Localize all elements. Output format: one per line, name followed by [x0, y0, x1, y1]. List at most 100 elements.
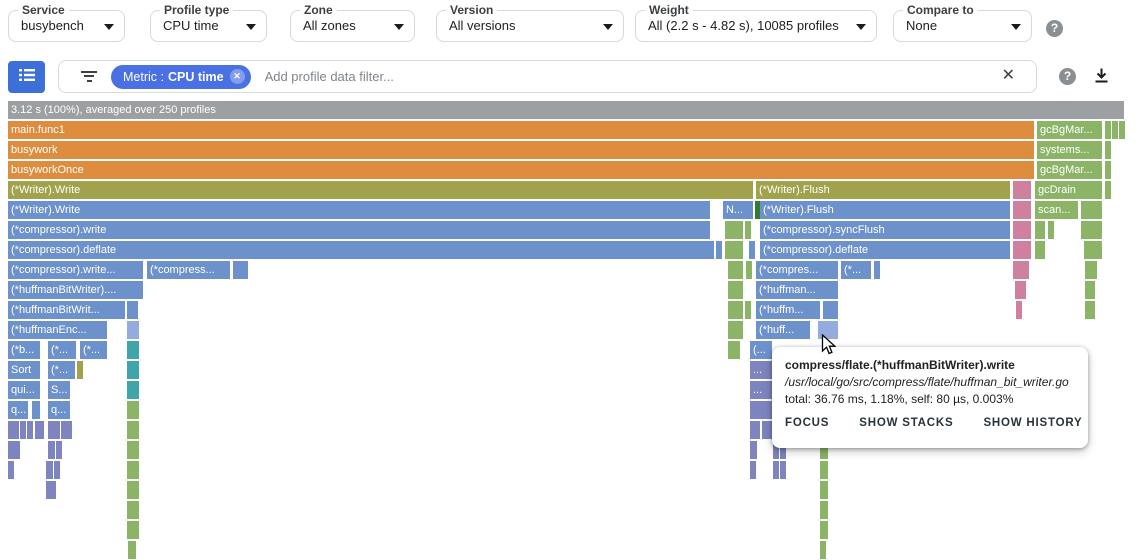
flame-block[interactable]: [56, 441, 62, 459]
flame-block[interactable]: [1105, 161, 1111, 179]
flame-block[interactable]: [1105, 121, 1111, 139]
flame-block[interactable]: [818, 321, 838, 339]
flame-block[interactable]: [27, 421, 33, 439]
flame-block[interactable]: [8, 421, 19, 439]
flame-block[interactable]: [820, 501, 828, 519]
show-history-button[interactable]: SHOW HISTORY: [983, 417, 1083, 429]
flame-block[interactable]: (*compress...: [147, 261, 230, 279]
flame-block[interactable]: gcDrain: [1035, 181, 1102, 199]
flame-block[interactable]: [127, 441, 139, 459]
flame-block[interactable]: [46, 481, 52, 499]
flame-block[interactable]: (*compres...: [756, 261, 838, 279]
flame-block[interactable]: [820, 461, 828, 479]
flame-block[interactable]: [8, 441, 14, 459]
flame-block[interactable]: [762, 421, 772, 439]
dropdown-arrow-icon[interactable]: [104, 24, 114, 35]
flame-block[interactable]: [48, 441, 55, 459]
flame-block[interactable]: [1013, 221, 1031, 239]
select-compare-to[interactable]: Compare to None: [893, 3, 1032, 42]
flame-block[interactable]: [127, 461, 139, 479]
select-version[interactable]: Version All versions: [436, 3, 624, 42]
flame-block[interactable]: ...: [750, 361, 772, 379]
flame-block[interactable]: [1035, 221, 1045, 239]
flame-block[interactable]: [127, 501, 139, 519]
toggle-list-view-button[interactable]: [8, 61, 45, 93]
chip-remove-icon[interactable]: ✕: [229, 69, 245, 84]
flame-block[interactable]: [823, 301, 838, 319]
flame-block[interactable]: (*...: [841, 261, 871, 279]
flame-block[interactable]: (*...: [48, 341, 76, 359]
flame-block[interactable]: [749, 241, 755, 259]
flame-block[interactable]: [1105, 181, 1111, 199]
flame-block[interactable]: [46, 461, 53, 479]
flame-block[interactable]: systems...: [1037, 141, 1102, 159]
flame-block[interactable]: [1013, 181, 1031, 199]
flame-block[interactable]: [725, 241, 743, 259]
flame-block[interactable]: main.func1: [8, 121, 1034, 139]
flame-block[interactable]: [1112, 121, 1118, 139]
flame-block[interactable]: (*compressor).syncFlush: [760, 221, 1010, 239]
flame-block[interactable]: [127, 381, 139, 399]
flame-block[interactable]: [820, 481, 828, 499]
flame-block[interactable]: [127, 481, 139, 499]
flame-block[interactable]: [8, 461, 14, 479]
flame-block[interactable]: [725, 221, 743, 239]
flame-block[interactable]: (*compressor).deflate: [8, 241, 714, 259]
flame-block[interactable]: (*...: [80, 341, 107, 359]
flame-block[interactable]: [1013, 201, 1031, 219]
flame-block[interactable]: [773, 461, 779, 479]
filter-help-icon[interactable]: ?: [1059, 68, 1076, 85]
dropdown-arrow-icon[interactable]: [394, 24, 404, 35]
flame-block[interactable]: Sort: [8, 361, 40, 379]
flame-block[interactable]: [128, 541, 136, 559]
flame-block[interactable]: busyworkOnce: [8, 161, 1034, 179]
flame-block[interactable]: [1016, 301, 1022, 319]
flame-block[interactable]: [1085, 261, 1097, 279]
flame-block[interactable]: [1119, 121, 1125, 139]
flame-block[interactable]: [14, 441, 20, 459]
flame-block[interactable]: (*compressor).write...: [8, 261, 143, 279]
toolbar-help-icon[interactable]: ?: [1046, 20, 1063, 37]
flame-block[interactable]: [746, 261, 752, 279]
flame-block[interactable]: [54, 461, 60, 479]
flame-block[interactable]: [820, 441, 828, 459]
flame-block[interactable]: [1085, 281, 1095, 299]
flame-block[interactable]: (*Writer).Flush: [756, 181, 1010, 199]
metric-filter-chip[interactable]: Metric : CPU time ✕: [111, 64, 251, 89]
flame-block[interactable]: [50, 481, 56, 499]
flame-block[interactable]: [20, 421, 26, 439]
dropdown-arrow-icon[interactable]: [246, 24, 256, 35]
flame-block[interactable]: (...: [750, 341, 772, 359]
flame-block[interactable]: [755, 201, 761, 219]
flame-block[interactable]: busywork: [8, 141, 1034, 159]
flame-block[interactable]: [820, 521, 828, 539]
flame-block[interactable]: [820, 541, 826, 559]
flame-block[interactable]: (*huffmanEnc...: [8, 321, 107, 339]
download-icon[interactable]: [1093, 67, 1110, 89]
dropdown-arrow-icon[interactable]: [1011, 24, 1021, 35]
flame-block[interactable]: [1013, 241, 1031, 259]
flame-block[interactable]: gcBgMar...: [1037, 121, 1102, 139]
flame-block[interactable]: [728, 281, 743, 299]
flame-block[interactable]: ...: [750, 381, 772, 399]
select-weight[interactable]: Weight All (2.2 s - 4.82 s), 10085 profil…: [635, 3, 877, 42]
flame-block[interactable]: [48, 421, 60, 439]
flame-block[interactable]: [1013, 261, 1029, 279]
flame-block[interactable]: (*...: [48, 361, 75, 379]
flame-block[interactable]: (*huff...: [756, 321, 810, 339]
select-service[interactable]: Service busybench: [8, 3, 125, 42]
flame-block[interactable]: [1085, 301, 1095, 319]
show-stacks-button[interactable]: SHOW STACKS: [859, 417, 954, 429]
flame-block[interactable]: [127, 361, 139, 379]
flame-block[interactable]: [1084, 241, 1102, 259]
flame-block[interactable]: [1081, 221, 1102, 239]
flame-block[interactable]: [745, 221, 751, 239]
flame-block[interactable]: gcBgMar...: [1037, 161, 1102, 179]
flame-block[interactable]: [127, 521, 139, 539]
flame-block[interactable]: (*huffm...: [756, 301, 820, 319]
flame-block[interactable]: 3.12 s (100%), averaged over 250 profile…: [8, 101, 1124, 119]
flame-block[interactable]: [61, 421, 72, 439]
flame-block[interactable]: [728, 261, 743, 279]
flame-block[interactable]: [127, 421, 139, 439]
flame-block[interactable]: [728, 301, 743, 319]
